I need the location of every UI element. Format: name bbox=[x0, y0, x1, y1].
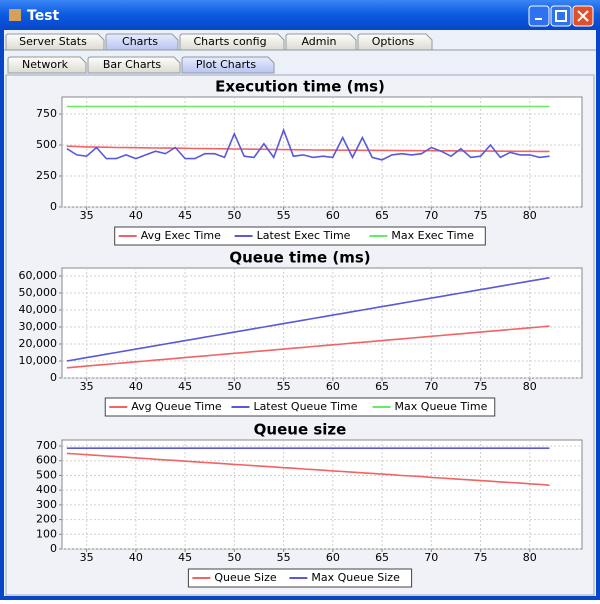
x-tick-label: 40 bbox=[129, 209, 143, 222]
x-tick-label: 35 bbox=[80, 380, 94, 393]
x-tick-label: 45 bbox=[178, 380, 192, 393]
subtab[interactable] bbox=[7, 56, 87, 74]
x-tick-label: 70 bbox=[424, 209, 438, 222]
y-tick-label: 600 bbox=[36, 454, 57, 467]
close-glyph bbox=[577, 10, 589, 22]
chart-title: Queue time (ms) bbox=[229, 249, 370, 267]
x-tick-label: 35 bbox=[80, 551, 94, 564]
y-tick-label: 40,000 bbox=[19, 303, 58, 316]
x-tick-label: 50 bbox=[227, 380, 241, 393]
tab-label[interactable]: Charts config bbox=[193, 35, 266, 48]
legend-label: Max Queue Time bbox=[395, 400, 488, 413]
tab-label[interactable]: Admin bbox=[301, 35, 336, 48]
series-line bbox=[66, 325, 550, 369]
legend-label: Latest Exec Time bbox=[257, 229, 351, 242]
plot-area bbox=[61, 439, 583, 550]
y-tick-label: 100 bbox=[36, 527, 57, 540]
tab[interactable] bbox=[179, 33, 285, 51]
subtab-label[interactable]: Network bbox=[22, 58, 69, 71]
y-tick-label: 200 bbox=[36, 513, 57, 526]
y-tick-label: 500 bbox=[36, 138, 57, 151]
chart-title: Execution time (ms) bbox=[215, 78, 385, 96]
x-tick-label: 75 bbox=[474, 380, 488, 393]
legend-label: Avg Queue Time bbox=[131, 400, 222, 413]
x-tick-label: 60 bbox=[326, 209, 340, 222]
x-tick-label: 65 bbox=[375, 551, 389, 564]
tab[interactable] bbox=[105, 33, 179, 51]
subtab-label[interactable]: Bar Charts bbox=[103, 58, 162, 71]
legend-label: Avg Exec Time bbox=[141, 229, 221, 242]
x-tick-label: 65 bbox=[375, 380, 389, 393]
legend bbox=[114, 226, 486, 246]
x-tick-label: 75 bbox=[474, 551, 488, 564]
x-tick-label: 55 bbox=[277, 209, 291, 222]
chart-title: Queue size bbox=[254, 421, 347, 439]
x-tick-label: 80 bbox=[523, 209, 537, 222]
y-tick-label: 250 bbox=[36, 169, 57, 182]
series-line bbox=[66, 127, 550, 161]
x-tick-label: 50 bbox=[227, 551, 241, 564]
x-tick-label: 40 bbox=[129, 551, 143, 564]
x-tick-label: 55 bbox=[277, 551, 291, 564]
x-tick-label: 70 bbox=[424, 551, 438, 564]
y-tick-label: 700 bbox=[36, 439, 57, 452]
tab-label[interactable]: Charts bbox=[122, 35, 158, 48]
y-tick-label: 50,000 bbox=[19, 286, 58, 299]
tab[interactable] bbox=[357, 33, 433, 51]
legend-label: Max Exec Time bbox=[391, 229, 474, 242]
y-tick-label: 20,000 bbox=[19, 337, 58, 350]
x-tick-label: 45 bbox=[178, 209, 192, 222]
y-tick-label: 750 bbox=[36, 107, 57, 120]
maximize[interactable] bbox=[550, 5, 572, 27]
x-tick-label: 50 bbox=[227, 209, 241, 222]
series-line bbox=[66, 276, 550, 362]
minimize[interactable] bbox=[528, 5, 550, 27]
tab-label[interactable]: Options bbox=[372, 35, 415, 48]
y-tick-label: 400 bbox=[36, 483, 57, 496]
tab-label[interactable]: Server Stats bbox=[19, 35, 87, 48]
app-icon bbox=[9, 9, 21, 21]
x-tick-label: 60 bbox=[326, 551, 340, 564]
y-tick-label: 60,000 bbox=[19, 269, 58, 282]
y-tick-label: 0 bbox=[50, 542, 57, 555]
window-buttons[interactable] bbox=[528, 5, 594, 27]
title-bar bbox=[0, 0, 600, 30]
x-tick-label: 80 bbox=[523, 380, 537, 393]
legend bbox=[104, 397, 496, 417]
x-tick-label: 75 bbox=[474, 209, 488, 222]
window-title: Test bbox=[27, 8, 60, 24]
x-tick-label: 55 bbox=[277, 380, 291, 393]
y-tick-label: 30,000 bbox=[19, 320, 58, 333]
x-tick-label: 40 bbox=[129, 380, 143, 393]
y-tick-label: 0 bbox=[50, 371, 57, 384]
x-tick-label: 45 bbox=[178, 551, 192, 564]
series-line bbox=[66, 452, 550, 486]
y-tick-label: 500 bbox=[36, 468, 57, 481]
legend-label: Latest Queue Time bbox=[253, 400, 357, 413]
subtab-label[interactable]: Plot Charts bbox=[196, 58, 256, 71]
maximize-glyph bbox=[555, 10, 567, 22]
series-line bbox=[66, 145, 550, 153]
y-tick-label: 300 bbox=[36, 498, 57, 511]
legend-label: Queue Size bbox=[214, 571, 276, 584]
minimize-glyph bbox=[535, 18, 542, 20]
legend-label: Max Queue Size bbox=[311, 571, 400, 584]
y-tick-label: 10,000 bbox=[19, 354, 58, 367]
tab[interactable] bbox=[285, 33, 357, 51]
subtab[interactable] bbox=[87, 56, 181, 74]
x-tick-label: 35 bbox=[80, 209, 94, 222]
y-tick-label: 0 bbox=[50, 200, 57, 213]
x-tick-label: 65 bbox=[375, 209, 389, 222]
x-tick-label: 70 bbox=[424, 380, 438, 393]
x-tick-label: 60 bbox=[326, 380, 340, 393]
subtab[interactable] bbox=[181, 56, 275, 74]
tab[interactable] bbox=[5, 33, 105, 51]
x-tick-label: 80 bbox=[523, 551, 537, 564]
